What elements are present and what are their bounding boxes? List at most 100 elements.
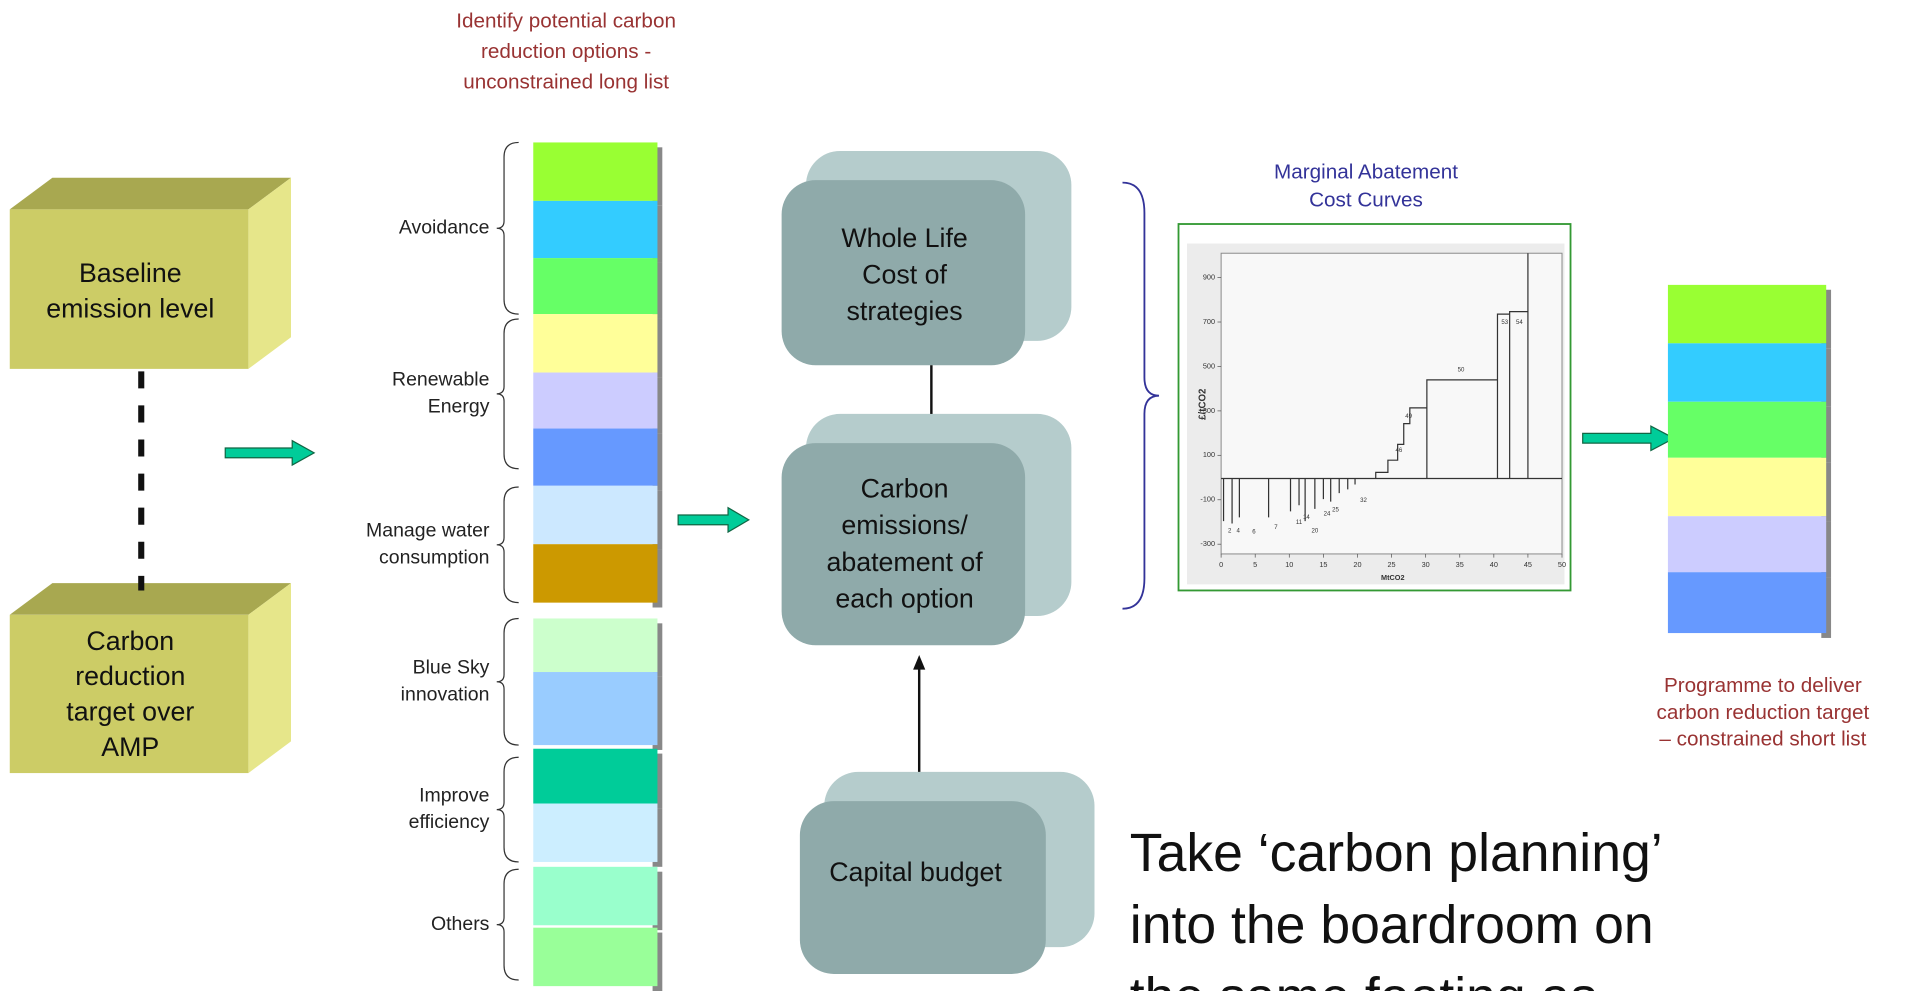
option-block [533, 142, 658, 201]
option-block [1667, 284, 1827, 344]
group-label: Blue Sky [413, 657, 490, 679]
group-label: Energy [428, 395, 490, 417]
step-label: 11 [1296, 519, 1303, 526]
option-block [1667, 343, 1827, 402]
option-block [1667, 401, 1827, 458]
group-label: efficiency [409, 811, 490, 833]
brace [496, 141, 519, 315]
y-tick-label: 500 [1203, 361, 1215, 370]
step-label: 54 [1516, 319, 1523, 326]
cube-side [248, 583, 291, 774]
option-block [533, 544, 658, 603]
brace [496, 756, 519, 863]
x-tick-label: 40 [1490, 560, 1498, 569]
option-block [533, 866, 658, 926]
cube-top [9, 583, 291, 615]
footer-text: the same footing as [1130, 968, 1597, 991]
option-block [1667, 457, 1827, 517]
box-label: Carbon [86, 626, 174, 656]
box-label: strategies [847, 296, 963, 326]
box-label: Cost of [862, 259, 947, 289]
long-list-title: Identify potential carbon [456, 9, 676, 32]
box-label: AMP [101, 732, 159, 762]
step-label: 2 [1228, 527, 1232, 534]
x-tick-label: 15 [1319, 560, 1327, 569]
x-tick-label: 5 [1253, 560, 1257, 569]
option-block [533, 618, 658, 673]
box-label: target over [66, 697, 194, 727]
y-tick-label: 900 [1203, 272, 1215, 281]
layout [9, 150, 1676, 974]
x-tick-label: 35 [1456, 560, 1464, 569]
group-label: Improve [419, 784, 489, 806]
x-tick-label: 0 [1219, 560, 1223, 569]
mac-title: Cost Curves [1309, 188, 1423, 211]
option-block [533, 803, 658, 862]
option-block [1667, 572, 1827, 634]
step-label: 53 [1501, 319, 1508, 326]
step-label: 14 [1303, 514, 1310, 521]
box-label: Whole Life [841, 223, 967, 253]
step-label: 46 [1395, 447, 1402, 454]
x-axis-label: MtCO2 [1381, 573, 1405, 582]
short-list-title: – constrained short list [1659, 728, 1866, 751]
long-list-title: unconstrained long list [463, 70, 669, 93]
step-label: 20 [1311, 527, 1318, 534]
box-front [799, 801, 1046, 974]
y-tick-label: -100 [1200, 495, 1215, 504]
group-label: Others [431, 913, 490, 935]
option-block [533, 200, 658, 259]
box-label: Capital budget [829, 857, 1002, 887]
y-tick-label: 300 [1203, 406, 1215, 415]
group-label: Manage water [366, 520, 490, 542]
group-label: Renewable [392, 369, 489, 391]
x-tick-label: 25 [1388, 560, 1396, 569]
cube-front [9, 614, 249, 774]
mac-title: Marginal Abatement [1274, 160, 1458, 183]
group-label: innovation [401, 683, 490, 705]
box-front [781, 443, 1026, 646]
arrow [224, 439, 316, 467]
option-block [533, 485, 658, 545]
y-axis-label: £/tCO2 [1197, 388, 1208, 420]
step-label: 6 [1252, 529, 1256, 536]
step-label: 32 [1360, 497, 1367, 504]
cube-side [248, 177, 291, 369]
box-label: abatement of [826, 547, 983, 577]
arrow [677, 506, 750, 534]
box-front [781, 180, 1026, 366]
box-label: Baseline [79, 258, 182, 288]
brace [496, 486, 519, 604]
step-label: 4 [1236, 527, 1240, 534]
step-label: 7 [1274, 524, 1278, 531]
box-label: Carbon [861, 474, 949, 504]
brace [496, 617, 519, 746]
x-tick-label: 45 [1524, 560, 1532, 569]
box-label: emissions/ [841, 510, 968, 540]
group-label: Avoidance [399, 216, 490, 238]
box-label: reduction [75, 661, 185, 691]
y-tick-label: 100 [1203, 450, 1215, 459]
box-label: emission level [46, 294, 214, 324]
brace [1122, 181, 1160, 610]
box-label: each option [835, 583, 973, 613]
option-block [533, 927, 658, 987]
mac-curve [1221, 253, 1563, 524]
option-block [1667, 516, 1827, 573]
long-list-title: reduction options - [481, 40, 651, 63]
x-tick-label: 50 [1558, 560, 1566, 569]
short-list-title: carbon reduction target [1657, 701, 1870, 724]
arrow [1582, 425, 1676, 452]
cube-top [9, 177, 291, 210]
option-block [533, 428, 658, 486]
brace [496, 318, 519, 470]
step-label: 50 [1458, 367, 1465, 374]
brace [496, 868, 519, 981]
arrowhead [913, 654, 926, 670]
y-tick-label: 700 [1203, 317, 1215, 326]
x-tick-label: 30 [1422, 560, 1430, 569]
step-label: 24 [1324, 510, 1331, 517]
short-list-title: Programme to deliver [1664, 674, 1862, 697]
option-block [533, 314, 658, 373]
